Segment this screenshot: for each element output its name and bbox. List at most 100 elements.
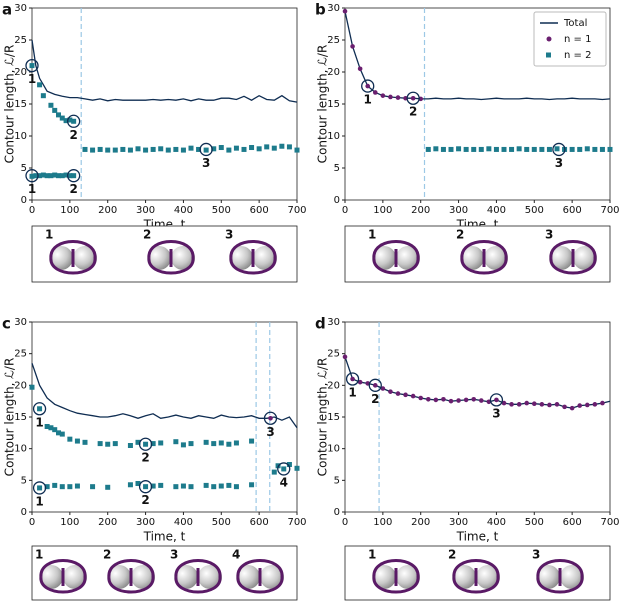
- n2-point: [37, 173, 43, 179]
- n2-point: [546, 146, 552, 152]
- n1-point: [342, 354, 348, 360]
- n2-point: [294, 465, 300, 471]
- filament: [536, 559, 584, 594]
- x-tick-label: 400: [174, 205, 193, 216]
- n1-point: [501, 400, 507, 406]
- x-tick-label: 400: [174, 517, 193, 528]
- x-tick-label: 500: [525, 205, 544, 216]
- n2-point: [48, 102, 54, 108]
- n2-point: [82, 439, 88, 445]
- sphere: [253, 246, 277, 270]
- y-tick-label: 15: [327, 412, 340, 423]
- highlight-circle: [552, 142, 566, 157]
- highlight-label: 1: [364, 93, 372, 107]
- legend-box: [533, 11, 607, 67]
- highlight-circle: [32, 402, 47, 416]
- highlight-circle: [368, 378, 382, 392]
- highlight-circle: [263, 411, 278, 425]
- n2-point: [52, 107, 58, 113]
- n2-point: [180, 147, 186, 153]
- n2-point: [509, 146, 515, 152]
- n1-point: [569, 405, 575, 411]
- x-axis-label: Time, t: [143, 530, 186, 544]
- x-tick-label: 0: [342, 517, 348, 528]
- n2-point: [203, 439, 209, 445]
- filament: [229, 240, 277, 275]
- panel-label: c: [2, 315, 11, 333]
- total-line: [31, 39, 298, 103]
- n2-point: [286, 462, 292, 467]
- n2-point: [294, 147, 300, 153]
- n2-point: [44, 424, 50, 429]
- n1-point: [268, 415, 273, 421]
- n2-point: [486, 146, 492, 152]
- n2-point: [74, 483, 80, 489]
- n1-point: [577, 403, 583, 408]
- filament: [452, 559, 500, 594]
- filament: [49, 240, 97, 275]
- sphere: [73, 246, 97, 270]
- sphere: [49, 246, 73, 270]
- n2-point: [226, 441, 232, 447]
- n2-point: [74, 438, 80, 444]
- n2-point: [120, 146, 126, 152]
- x-tick-label: 400: [487, 205, 506, 216]
- highlight-label: 1: [35, 494, 43, 508]
- n1-point: [395, 95, 401, 100]
- n2-point: [67, 173, 73, 179]
- snapshot-label: 1: [35, 548, 43, 562]
- n2-point: [203, 482, 209, 488]
- n1-point: [403, 392, 408, 398]
- n1-point: [584, 402, 590, 408]
- x-tick-label: 700: [600, 517, 619, 528]
- y-tick-label: 15: [14, 412, 27, 423]
- n2-point: [233, 440, 239, 446]
- n2-point: [90, 147, 96, 153]
- n2-point: [501, 146, 507, 152]
- n2-point: [67, 484, 73, 490]
- sphere: [560, 565, 584, 589]
- n1-point: [441, 396, 446, 402]
- n2-point: [233, 145, 239, 151]
- n1-point: [425, 396, 431, 402]
- n2-point: [440, 146, 446, 152]
- n2-point: [143, 484, 149, 490]
- highlight-label: 3: [555, 156, 563, 170]
- n2-point: [203, 147, 209, 153]
- highlight-label: 2: [409, 105, 417, 119]
- legend-label: n = 1: [564, 34, 591, 45]
- n2-point: [463, 146, 469, 152]
- y-tick-label: 30: [14, 317, 27, 328]
- n2-point: [425, 146, 431, 152]
- total-line: [344, 356, 611, 409]
- n2-point: [135, 439, 141, 445]
- sphere: [452, 565, 476, 589]
- n2-point: [599, 146, 605, 152]
- n2-point: [226, 147, 232, 153]
- highlight-circle: [66, 169, 81, 183]
- y-tick-label: 20: [14, 67, 27, 78]
- n2-point: [456, 146, 462, 152]
- n2-point: [71, 173, 77, 179]
- highlight-circle: [138, 437, 153, 451]
- n2-point: [127, 443, 133, 448]
- snapshot-label: 3: [532, 548, 540, 562]
- y-tick-label: 0: [334, 507, 340, 518]
- n2-point: [264, 144, 270, 150]
- n2-point: [249, 145, 255, 151]
- n2-point: [180, 483, 186, 489]
- n2-point: [516, 146, 522, 152]
- snapshot-label: 2: [103, 548, 111, 562]
- n2-point: [48, 425, 54, 431]
- n2-point: [56, 430, 61, 436]
- n2-point: [524, 146, 530, 152]
- snapshot-label: 2: [456, 228, 464, 242]
- x-tick-label: 300: [136, 517, 155, 528]
- x-tick-label: 300: [449, 205, 468, 216]
- n1-point: [372, 90, 378, 95]
- highlight-circle: [199, 142, 213, 157]
- y-axis-label: Contour length, ℒ/R: [316, 45, 330, 164]
- n2-point: [105, 147, 111, 153]
- n2-point: [211, 441, 217, 447]
- sphere: [236, 565, 260, 589]
